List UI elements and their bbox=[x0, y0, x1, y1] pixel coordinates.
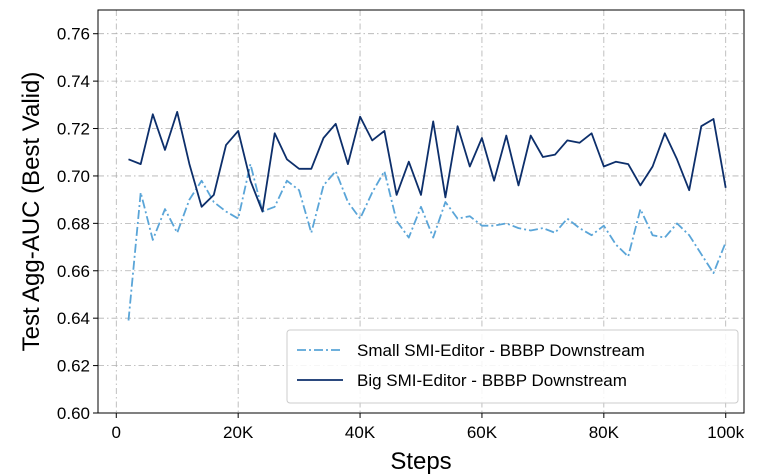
y-tick-label: 0.60 bbox=[57, 404, 90, 423]
x-tick-label: 0 bbox=[112, 423, 121, 442]
plot-frame bbox=[97, 9, 745, 414]
x-axis-title: Steps bbox=[390, 448, 451, 475]
legend: Small SMI-Editor - BBBP Downstream Big S… bbox=[286, 329, 739, 404]
x-tick-label: 40K bbox=[345, 423, 376, 442]
y-tick-label: 0.66 bbox=[57, 262, 90, 281]
y-axis-title: Test Agg-AUC (Best Valid) bbox=[18, 72, 45, 352]
series-line-1 bbox=[128, 111, 727, 213]
y-tick-label: 0.72 bbox=[57, 120, 90, 139]
y-tick-label: 0.68 bbox=[57, 214, 90, 233]
x-tick-label: 80K bbox=[589, 423, 620, 442]
x-tick-label: 100k bbox=[707, 423, 744, 442]
x-tick-label: 20K bbox=[223, 423, 254, 442]
y-tick-label: 0.62 bbox=[57, 357, 90, 376]
y-tick-label: 0.70 bbox=[57, 167, 90, 186]
legend-label-big: Big SMI-Editor - BBBP Downstream bbox=[357, 371, 627, 390]
legend-box bbox=[286, 329, 739, 404]
x-tick-label: 60K bbox=[467, 423, 498, 442]
y-tick-label: 0.76 bbox=[57, 25, 90, 44]
series-lines bbox=[127, 111, 727, 321]
axis-ticks: 0.60 0.62 0.64 0.66 0.68 0.70 0.72 0.74 0.76 0 20K… bbox=[57, 25, 745, 442]
y-tick-label: 0.74 bbox=[57, 72, 90, 91]
y-tick-label: 0.64 bbox=[57, 309, 90, 328]
legend-label-small: Small SMI-Editor - BBBP Downstream bbox=[357, 341, 645, 360]
series-line-0 bbox=[127, 163, 727, 321]
